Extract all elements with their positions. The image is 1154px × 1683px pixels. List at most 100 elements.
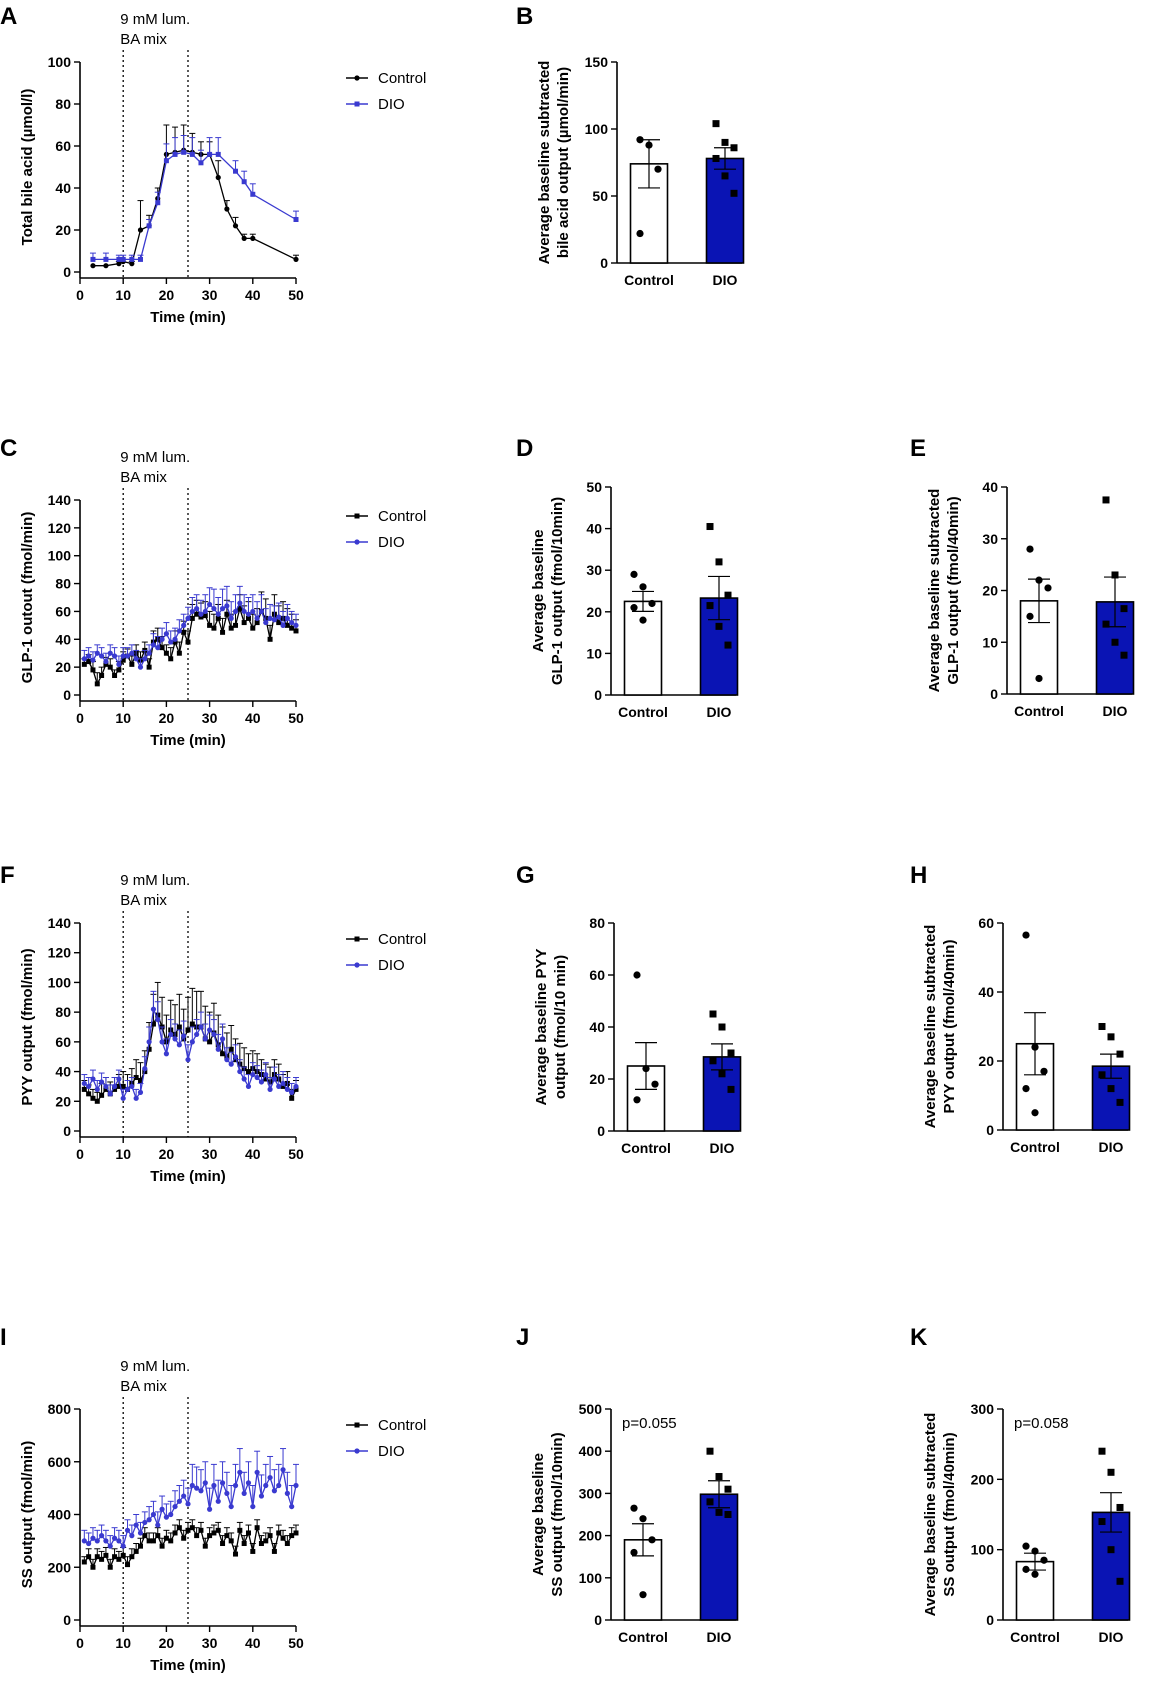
individual-point	[1116, 1050, 1124, 1058]
x-tick-label: 0	[76, 710, 84, 726]
individual-point	[639, 1591, 647, 1599]
data-point	[107, 1543, 113, 1549]
data-point	[112, 673, 118, 678]
data-point	[254, 620, 260, 626]
individual-point	[715, 558, 723, 566]
data-point	[181, 622, 187, 628]
y-axis-title: GLP-1 output (fmol/40min)	[945, 496, 962, 684]
individual-point	[630, 570, 638, 578]
data-point	[185, 1057, 191, 1063]
data-point	[120, 1083, 126, 1089]
y-tick-label: 0	[63, 1123, 71, 1139]
panel-letter: J	[516, 1324, 529, 1351]
individual-point	[1026, 545, 1034, 553]
y-tick-label: 10	[586, 645, 602, 661]
data-point	[215, 1527, 221, 1533]
legend-label: DIO	[378, 534, 405, 551]
data-point	[90, 657, 96, 663]
data-point	[111, 1535, 118, 1541]
x-tick-label: 40	[245, 1635, 261, 1651]
data-point	[81, 1080, 87, 1087]
y-axis-title: PYY output (fmol/min)	[19, 948, 36, 1105]
data-point	[120, 653, 126, 659]
data-point	[237, 1068, 243, 1075]
y-axis-title: SS output (fmol/10min)	[549, 1432, 566, 1596]
data-point	[137, 1089, 144, 1095]
y-axis-title: Average baseline	[530, 530, 547, 653]
data-point	[207, 601, 213, 608]
data-point	[116, 661, 122, 667]
data-point	[116, 1076, 122, 1082]
annotation-line2: BA mix	[120, 31, 167, 48]
individual-point	[724, 1485, 732, 1493]
data-point	[163, 1051, 169, 1057]
y-tick-label: 80	[55, 576, 71, 592]
data-point	[103, 1086, 109, 1092]
data-point	[189, 608, 195, 615]
individual-point	[706, 1447, 714, 1455]
data-point	[129, 261, 135, 267]
x-tick-label: 10	[115, 1146, 131, 1162]
individual-point	[1107, 1033, 1115, 1041]
y-tick-label: 60	[55, 138, 71, 154]
data-point	[228, 615, 234, 621]
y-tick-label: 100	[579, 1570, 603, 1586]
data-point	[267, 1086, 273, 1092]
data-point	[237, 1527, 243, 1533]
data-point	[237, 606, 243, 612]
series-line	[83, 1469, 297, 1548]
y-tick-label: 40	[55, 1064, 71, 1080]
y-tick-label: 0	[597, 1123, 605, 1139]
data-point	[237, 600, 243, 606]
y-tick-label: 100	[48, 548, 72, 564]
panel-letter: C	[0, 435, 17, 462]
individual-point	[1031, 1109, 1039, 1117]
data-point	[99, 1092, 105, 1098]
annotation-line1: 9 mM lum.	[120, 1358, 190, 1375]
data-point	[224, 611, 230, 617]
data-point	[215, 1498, 221, 1504]
data-point	[94, 1098, 100, 1104]
panel-letter: G	[516, 862, 535, 889]
data-point	[289, 619, 295, 626]
data-point	[245, 611, 252, 617]
individual-point	[1102, 496, 1110, 504]
data-point	[189, 1482, 195, 1489]
data-point	[116, 1556, 122, 1562]
data-point	[90, 1564, 96, 1570]
data-point	[99, 1556, 105, 1562]
data-point	[228, 1061, 234, 1067]
data-point	[284, 1541, 290, 1547]
data-point	[155, 1533, 161, 1539]
individual-point	[654, 165, 662, 173]
individual-point	[1120, 651, 1128, 659]
data-point	[233, 168, 239, 174]
data-point	[215, 615, 221, 621]
individual-point	[645, 141, 653, 149]
data-point	[250, 1548, 256, 1554]
x-tick-label: 20	[159, 1635, 175, 1651]
data-point	[103, 263, 109, 269]
legend-marker	[354, 75, 360, 81]
individual-point	[1035, 576, 1043, 584]
data-point	[293, 217, 299, 222]
data-point	[124, 1527, 131, 1533]
panel-I: I 0 200 400 600 800 0 10 20 30 40 50 Time (min) SS ou…	[0, 1324, 426, 1674]
individual-point	[1107, 1546, 1115, 1554]
data-point	[163, 158, 169, 164]
data-point	[86, 1091, 92, 1097]
data-point	[258, 1541, 264, 1547]
y-tick-label: 10	[982, 634, 998, 650]
data-point	[241, 1541, 247, 1547]
data-point	[103, 1552, 109, 1558]
data-point	[86, 1554, 92, 1560]
data-point	[198, 614, 204, 620]
data-point	[133, 1075, 139, 1081]
y-axis-title: Total bile acid (µmol/l)	[19, 89, 36, 246]
y-axis-title: Average baseline subtracted	[536, 61, 553, 265]
data-point	[241, 235, 247, 241]
data-point	[250, 191, 256, 197]
data-point	[159, 636, 165, 642]
data-point	[81, 661, 87, 667]
data-point	[181, 1493, 187, 1499]
